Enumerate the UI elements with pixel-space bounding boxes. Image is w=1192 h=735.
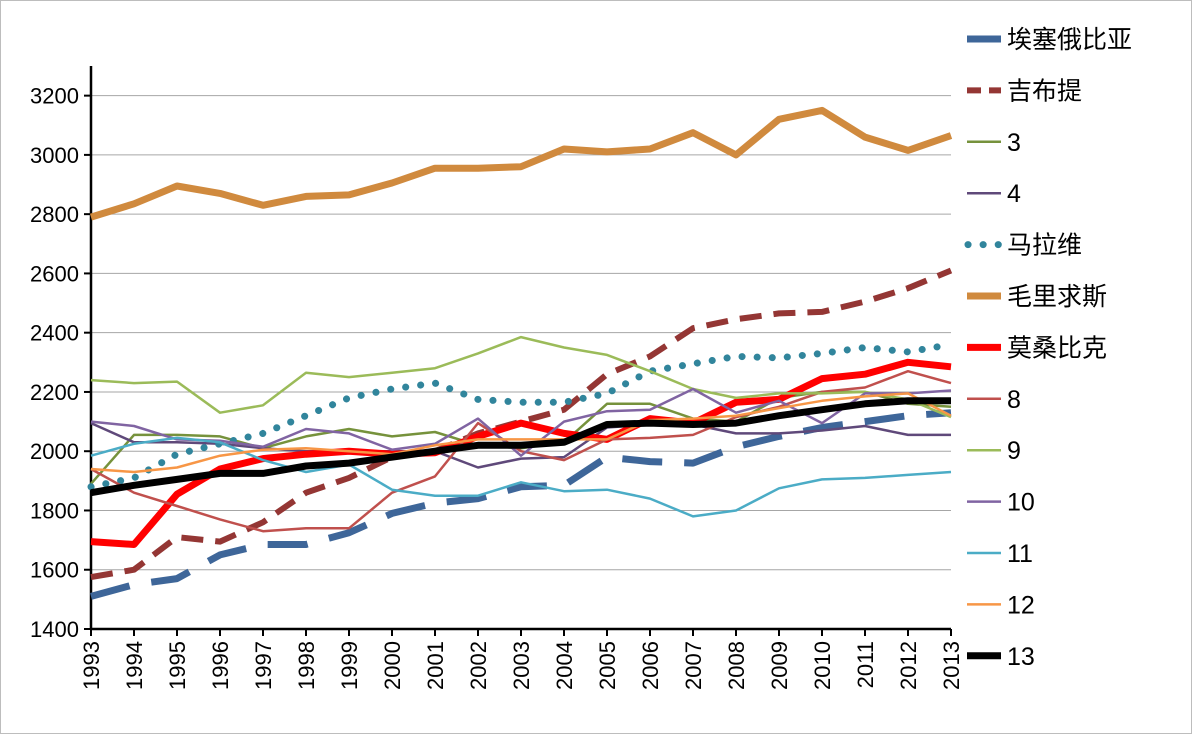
x-tick-label: 2010	[810, 641, 835, 690]
y-tick-label: 2800	[30, 202, 79, 227]
y-tick-label: 2600	[30, 261, 79, 286]
x-tick-label: 1993	[79, 641, 104, 690]
x-tick-label: 2009	[767, 641, 792, 690]
y-tick-label: 3200	[30, 84, 79, 109]
legend-label: 埃塞俄比亚	[1007, 26, 1132, 54]
x-tick-label: 2004	[552, 641, 577, 690]
series-line-8	[90, 369, 952, 533]
series-line-2	[90, 267, 953, 581]
x-tick-label: 1996	[208, 641, 233, 690]
x-tick-label: 2001	[423, 641, 448, 690]
series-lines	[87, 106, 955, 600]
y-tick-label: 3000	[30, 143, 79, 168]
series-line-12	[90, 392, 952, 474]
legend-label: 10	[1007, 489, 1035, 517]
x-tick-label: 1999	[337, 641, 362, 690]
x-tick-label: 2012	[896, 641, 921, 690]
series-line-10	[90, 387, 952, 457]
x-tick-label: 2003	[509, 641, 534, 690]
x-tick-label: 2007	[681, 641, 706, 690]
x-tick-label: 2013	[939, 641, 964, 690]
y-tick-label: 2000	[30, 439, 79, 464]
legend-label: 13	[1007, 643, 1035, 671]
legend-label: 3	[1007, 129, 1021, 157]
x-tick-label: 1994	[122, 641, 147, 690]
x-tick-label: 2005	[595, 641, 620, 690]
legend-label: 12	[1007, 591, 1035, 619]
axes	[89, 66, 951, 631]
gridlines	[91, 95, 951, 571]
x-tick-label: 2000	[380, 641, 405, 690]
series-line-13	[90, 397, 951, 497]
y-tick-label: 2400	[30, 321, 79, 346]
y-tick-label: 1400	[30, 617, 79, 642]
y-axis-ticks: 1400 1600 1800 2000 2200 2400 2600 2800 3000 3200	[30, 84, 91, 642]
x-tick-label: 2011	[853, 641, 878, 688]
legend-label: 莫桑比克	[1007, 334, 1107, 362]
y-tick-label: 1800	[30, 498, 79, 523]
y-tick-label: 1600	[30, 558, 79, 583]
legend-label: 4	[1007, 180, 1021, 208]
series-line-5	[87, 341, 955, 491]
x-tick-label: 2002	[466, 641, 491, 690]
x-axis-ticks: 1993 1994 1995 1996 1997 1998 1999 2000 2001 2002…	[79, 629, 964, 690]
series-line-4	[90, 421, 951, 469]
legend-label: 毛里求斯	[1007, 283, 1107, 311]
x-tick-label: 2008	[724, 641, 749, 690]
legend-label: 8	[1007, 386, 1021, 414]
legend-label: 9	[1007, 437, 1021, 465]
x-tick-label: 2006	[638, 641, 663, 690]
legend-label: 吉布提	[1007, 77, 1082, 105]
x-tick-label: 1998	[294, 641, 319, 690]
x-tick-label: 1997	[251, 641, 276, 690]
x-tick-label: 1995	[165, 641, 190, 690]
y-tick-label: 2200	[30, 380, 79, 405]
legend-label: 马拉维	[1007, 232, 1082, 260]
legend-label: 11	[1007, 540, 1033, 568]
series-line-9	[90, 335, 952, 419]
series-line-6	[89, 106, 953, 221]
series-line-11	[90, 436, 952, 518]
series-line-7	[90, 358, 952, 548]
